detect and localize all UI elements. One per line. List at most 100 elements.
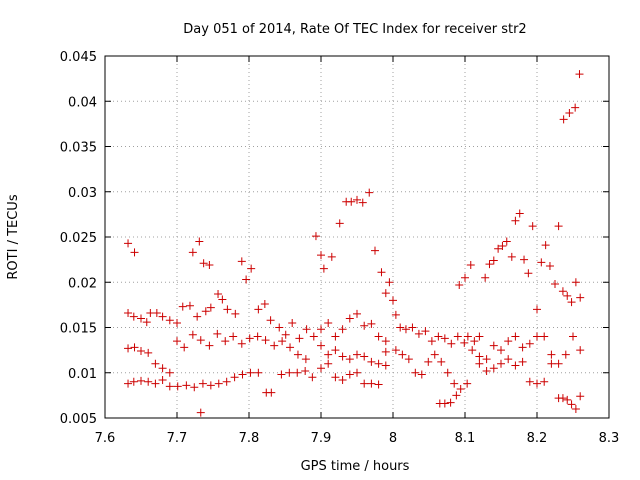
data-point (365, 188, 374, 197)
x-tick-label: 8 (389, 431, 397, 446)
data-point (537, 258, 546, 267)
data-point (253, 332, 262, 341)
data-point (360, 352, 369, 361)
data-point (142, 318, 151, 327)
data-point (507, 252, 516, 261)
data-point (440, 334, 449, 343)
data-point (165, 316, 174, 325)
y-tick-label: 0.005 (60, 412, 97, 427)
data-point (345, 314, 354, 323)
data-point (295, 334, 304, 343)
y-tick-label: 0.025 (60, 231, 97, 246)
data-point (238, 370, 247, 379)
x-tick-label: 7.9 (311, 431, 332, 446)
data-point (206, 303, 215, 312)
data-point (360, 379, 369, 388)
data-point (130, 248, 139, 257)
data-point (466, 261, 475, 270)
data-point (385, 278, 394, 287)
data-point (561, 350, 570, 359)
data-point (246, 368, 255, 377)
data-point (237, 339, 246, 348)
data-point (331, 346, 340, 355)
data-point (260, 299, 269, 308)
data-point (475, 332, 484, 341)
data-point (158, 312, 167, 321)
y-tick-label: 0.035 (60, 141, 97, 156)
data-point (565, 109, 574, 118)
data-point (317, 325, 325, 334)
data-point (195, 237, 204, 246)
data-point (450, 379, 459, 388)
data-point (338, 352, 347, 361)
data-point (551, 280, 559, 289)
data-point (475, 352, 484, 361)
data-point (165, 368, 174, 377)
data-point (188, 330, 197, 339)
data-point (533, 305, 541, 314)
data-point (381, 289, 390, 298)
data-point (489, 256, 498, 265)
data-point (461, 273, 469, 282)
data-point (470, 337, 479, 346)
data-point (377, 268, 386, 277)
data-point (460, 338, 469, 347)
data-point (182, 381, 191, 390)
data-point (511, 332, 520, 341)
data-point (293, 368, 302, 377)
data-point (381, 337, 390, 346)
data-point (324, 359, 333, 368)
data-point (540, 377, 549, 386)
data-point (309, 332, 318, 341)
data-point (367, 357, 376, 366)
y-tick-label: 0.03 (68, 186, 97, 201)
data-point (520, 255, 529, 264)
data-point (391, 346, 400, 355)
data-point (381, 347, 390, 356)
data-point (201, 307, 210, 316)
data-point (353, 309, 361, 318)
data-point (301, 355, 310, 364)
data-point (434, 332, 443, 341)
data-point (130, 343, 139, 352)
data-point (196, 336, 205, 345)
data-point (563, 395, 572, 404)
data-point (319, 264, 328, 273)
data-point (525, 339, 534, 348)
data-point (317, 251, 325, 260)
data-point (144, 348, 153, 357)
data-point (504, 355, 513, 364)
data-point (414, 329, 423, 338)
data-point (151, 359, 160, 368)
data-point (404, 355, 413, 364)
data-point (525, 377, 534, 386)
data-point (288, 318, 297, 327)
data-point (353, 368, 361, 377)
data-point (158, 375, 167, 384)
y-tick-label: 0.04 (68, 95, 97, 110)
data-point (498, 242, 507, 251)
data-point (324, 318, 333, 327)
data-point (185, 301, 194, 310)
data-point (137, 347, 145, 356)
data-point (558, 394, 567, 403)
data-point (245, 334, 254, 343)
data-point (281, 330, 290, 339)
data-point (338, 375, 347, 384)
data-point (275, 323, 284, 332)
data-point (502, 237, 511, 246)
data-point (231, 309, 240, 318)
data-point (367, 319, 376, 328)
data-point (338, 325, 347, 334)
data-point (124, 344, 133, 353)
data-point (558, 287, 567, 296)
data-point (165, 382, 174, 391)
data-point (267, 388, 276, 397)
data-point (563, 291, 572, 300)
data-point (455, 280, 464, 289)
data-point (571, 278, 580, 287)
data-point (196, 408, 205, 417)
data-point (371, 246, 379, 255)
data-point (381, 361, 390, 370)
